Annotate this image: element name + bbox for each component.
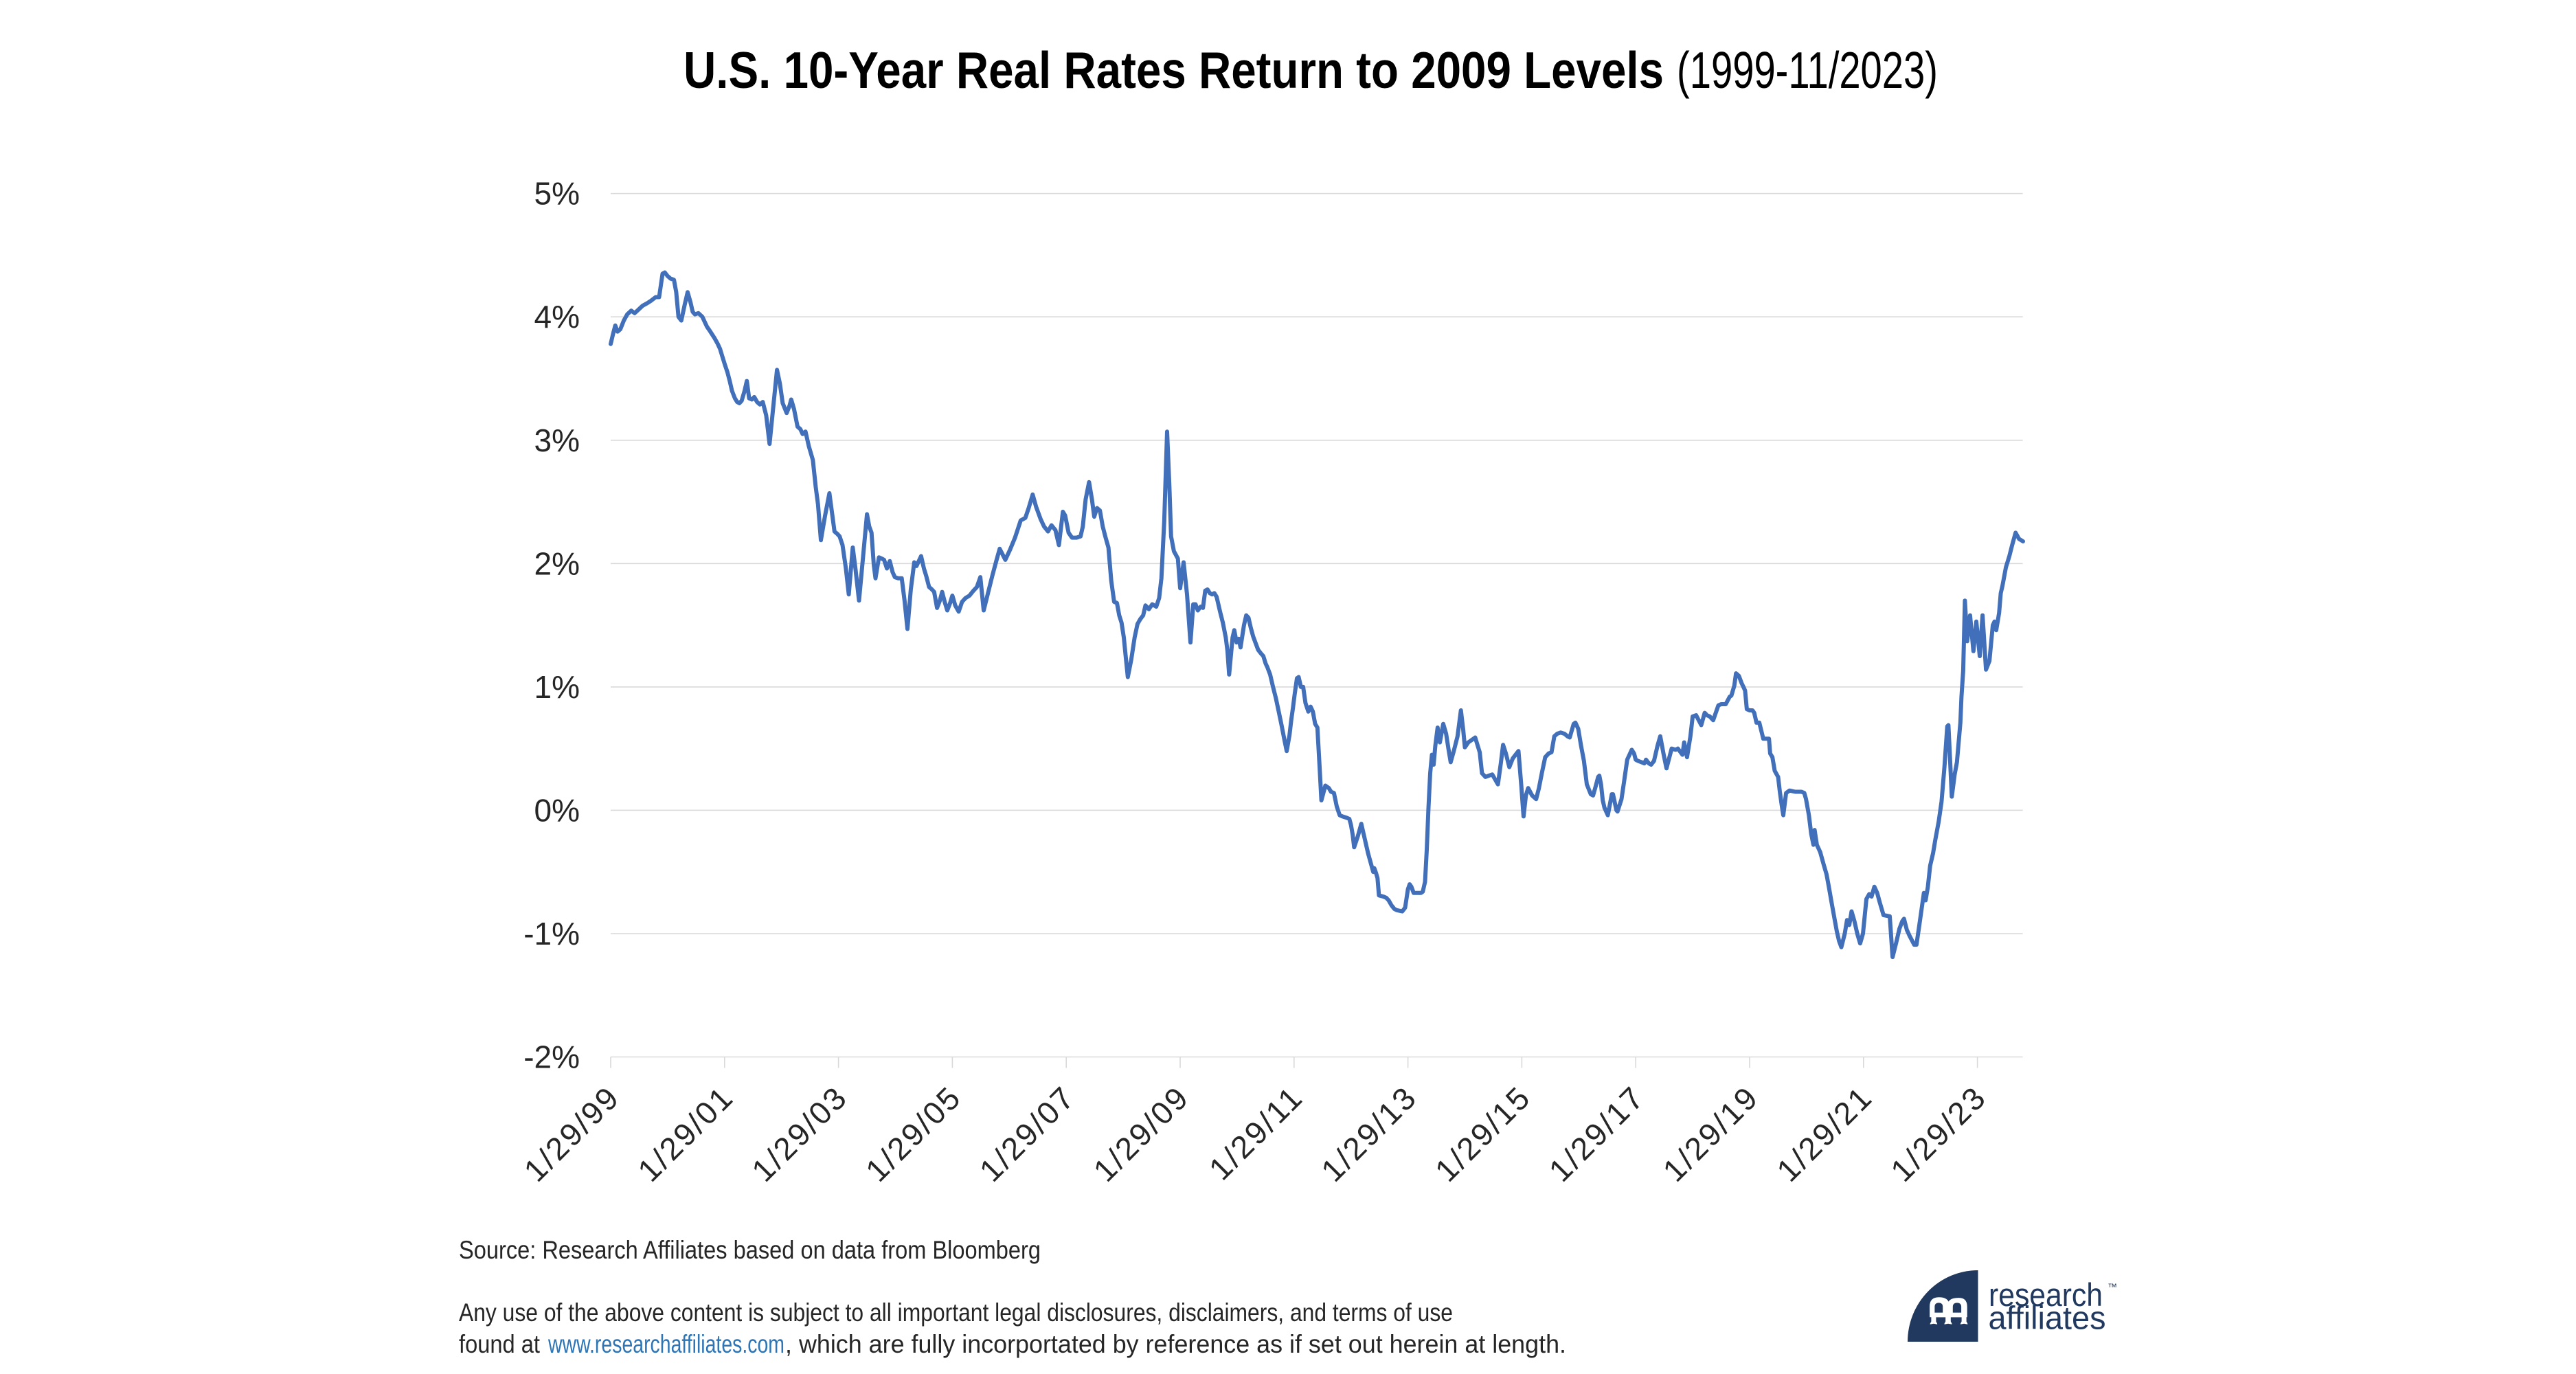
svg-text:, which are fully incorportate: , which are fully incorportated by refer… xyxy=(785,1330,1566,1358)
svg-text:(1999-11/2023): (1999-11/2023) xyxy=(1677,41,1938,99)
svg-text:research: research xyxy=(1989,1276,2103,1313)
svg-text:2%: 2% xyxy=(534,545,580,581)
svg-text:0%: 0% xyxy=(534,792,580,828)
svg-text:™: ™ xyxy=(2108,1281,2117,1292)
svg-text:affiliates: affiliates xyxy=(1989,1300,2106,1336)
svg-text:-2%: -2% xyxy=(523,1039,580,1075)
svg-text:3%: 3% xyxy=(534,423,580,458)
svg-text:5%: 5% xyxy=(534,176,580,212)
svg-text:Source: Research Affiliates ba: Source: Research Affiliates based on dat… xyxy=(459,1236,1041,1264)
svg-text:U.S. 10-Year Real Rates Return: U.S. 10-Year Real Rates Return to 2009 L… xyxy=(683,41,1664,99)
svg-text:1%: 1% xyxy=(534,669,580,705)
svg-text:Any use of the above content i: Any use of the above content is subject … xyxy=(459,1298,1453,1327)
svg-text:found at: found at xyxy=(459,1330,541,1358)
svg-text:4%: 4% xyxy=(534,299,580,335)
svg-text:www.researchaffiliates.com: www.researchaffiliates.com xyxy=(547,1330,784,1358)
svg-text:-1%: -1% xyxy=(523,916,580,951)
